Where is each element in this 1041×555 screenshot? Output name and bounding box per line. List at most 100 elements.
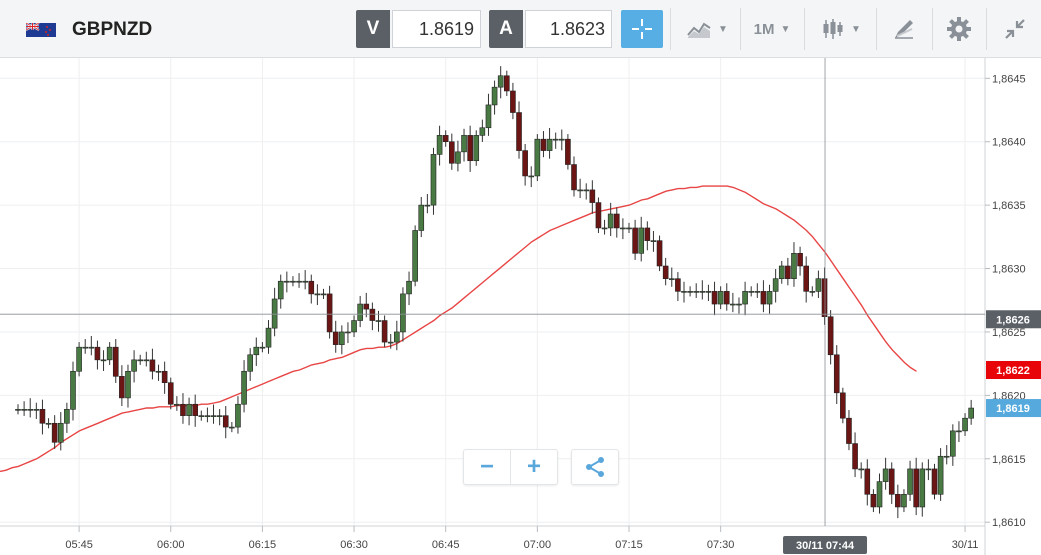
candle <box>253 337 260 366</box>
candle-body <box>925 468 932 471</box>
share-button[interactable] <box>572 450 618 484</box>
candle-body <box>943 455 950 458</box>
timeframe-label: 1M <box>753 20 775 38</box>
candle <box>620 218 626 240</box>
candle <box>485 93 492 136</box>
candle <box>174 396 180 411</box>
candle-body <box>284 280 290 283</box>
candle-body <box>668 278 675 280</box>
candle <box>461 128 467 162</box>
crosshair-time-badge-label: 30/11 07:44 <box>796 540 855 552</box>
candle-body <box>950 430 956 457</box>
candle-body <box>876 481 883 508</box>
candle <box>455 140 461 172</box>
candle-body <box>400 293 406 333</box>
candle <box>760 280 767 313</box>
candle-body <box>241 370 247 405</box>
settings-button[interactable] <box>940 10 978 48</box>
candle <box>638 216 645 262</box>
candle <box>699 280 706 300</box>
candle-body <box>650 240 657 242</box>
candle <box>27 398 34 418</box>
collapse-button[interactable] <box>996 10 1034 48</box>
candle <box>149 348 156 380</box>
candle <box>510 82 516 120</box>
candle-body <box>772 278 779 292</box>
candle-body <box>730 303 736 306</box>
candle <box>314 284 321 306</box>
candle-body <box>858 468 864 471</box>
candle-body <box>656 240 663 267</box>
sell-price-tag: V <box>356 10 390 48</box>
candle <box>870 489 877 513</box>
timeframe-selector[interactable]: 1M ▼ <box>748 10 796 48</box>
drawing-tools-button[interactable] <box>884 10 924 48</box>
candle-body <box>204 415 211 417</box>
candle <box>589 180 596 214</box>
candle-body <box>265 327 272 348</box>
candle <box>473 130 480 166</box>
zoom-in-button[interactable]: + <box>526 453 541 480</box>
candle-body <box>840 392 846 419</box>
candle <box>754 283 761 298</box>
candle-body <box>937 455 944 495</box>
candle-body <box>583 189 590 192</box>
candle-body <box>681 291 687 293</box>
candle-body <box>394 331 400 343</box>
candle-body <box>693 291 700 293</box>
buy-price-tag: A <box>489 10 523 48</box>
candle <box>827 310 834 365</box>
chart-type-button[interactable]: ▼ <box>680 10 734 48</box>
time-tick-label: 07:00 <box>524 539 552 551</box>
indicators-button[interactable]: ▼ <box>814 10 868 48</box>
candle-body <box>406 280 412 295</box>
candle-body <box>39 409 46 424</box>
chevron-down-icon: ▼ <box>780 23 791 35</box>
candle-body <box>528 175 535 178</box>
candle-body <box>259 346 266 349</box>
candle-body <box>131 359 137 372</box>
chart-grid <box>0 58 985 526</box>
candle <box>742 281 748 316</box>
candle-body <box>607 213 614 229</box>
candle <box>583 183 590 200</box>
candle-body <box>571 164 577 191</box>
candle <box>88 336 95 356</box>
candle-body <box>705 291 712 293</box>
candle-body <box>821 278 828 318</box>
candle <box>259 342 266 353</box>
candle <box>479 119 486 142</box>
candle <box>552 132 559 149</box>
candle-body <box>760 291 767 305</box>
candle <box>558 129 565 151</box>
price-badges: 1,8626 1,8622 1,8619 30/11 07:44 <box>783 310 1041 554</box>
candle-body <box>785 265 791 279</box>
candle <box>675 272 681 302</box>
candle <box>357 295 363 328</box>
crosshair-time-badge-bg <box>783 536 868 554</box>
candle-body <box>577 189 583 192</box>
candle <box>772 269 779 303</box>
candle-body <box>497 75 504 88</box>
candle <box>895 484 901 519</box>
candle-body <box>412 230 418 282</box>
candle <box>919 462 926 517</box>
candle <box>785 257 791 286</box>
candle-body <box>94 346 101 361</box>
candle-body <box>717 291 724 305</box>
candle-body <box>742 291 748 305</box>
candle-body <box>748 291 755 293</box>
candle-body <box>235 403 241 428</box>
candle <box>901 489 907 513</box>
price-tick-label: 1,8630 <box>992 264 1026 276</box>
candle-body <box>736 303 742 306</box>
price-chart[interactable]: 1,86451,86401,86351,86301,86251,86201,86… <box>0 58 1041 555</box>
candle-body <box>302 280 308 283</box>
crosshair-button[interactable] <box>621 10 663 48</box>
candle <box>326 285 333 339</box>
candle <box>21 401 27 416</box>
candle-body <box>88 346 95 349</box>
candle-body <box>870 493 877 508</box>
candle <box>64 402 70 433</box>
zoom-out-button[interactable]: − <box>464 450 511 484</box>
